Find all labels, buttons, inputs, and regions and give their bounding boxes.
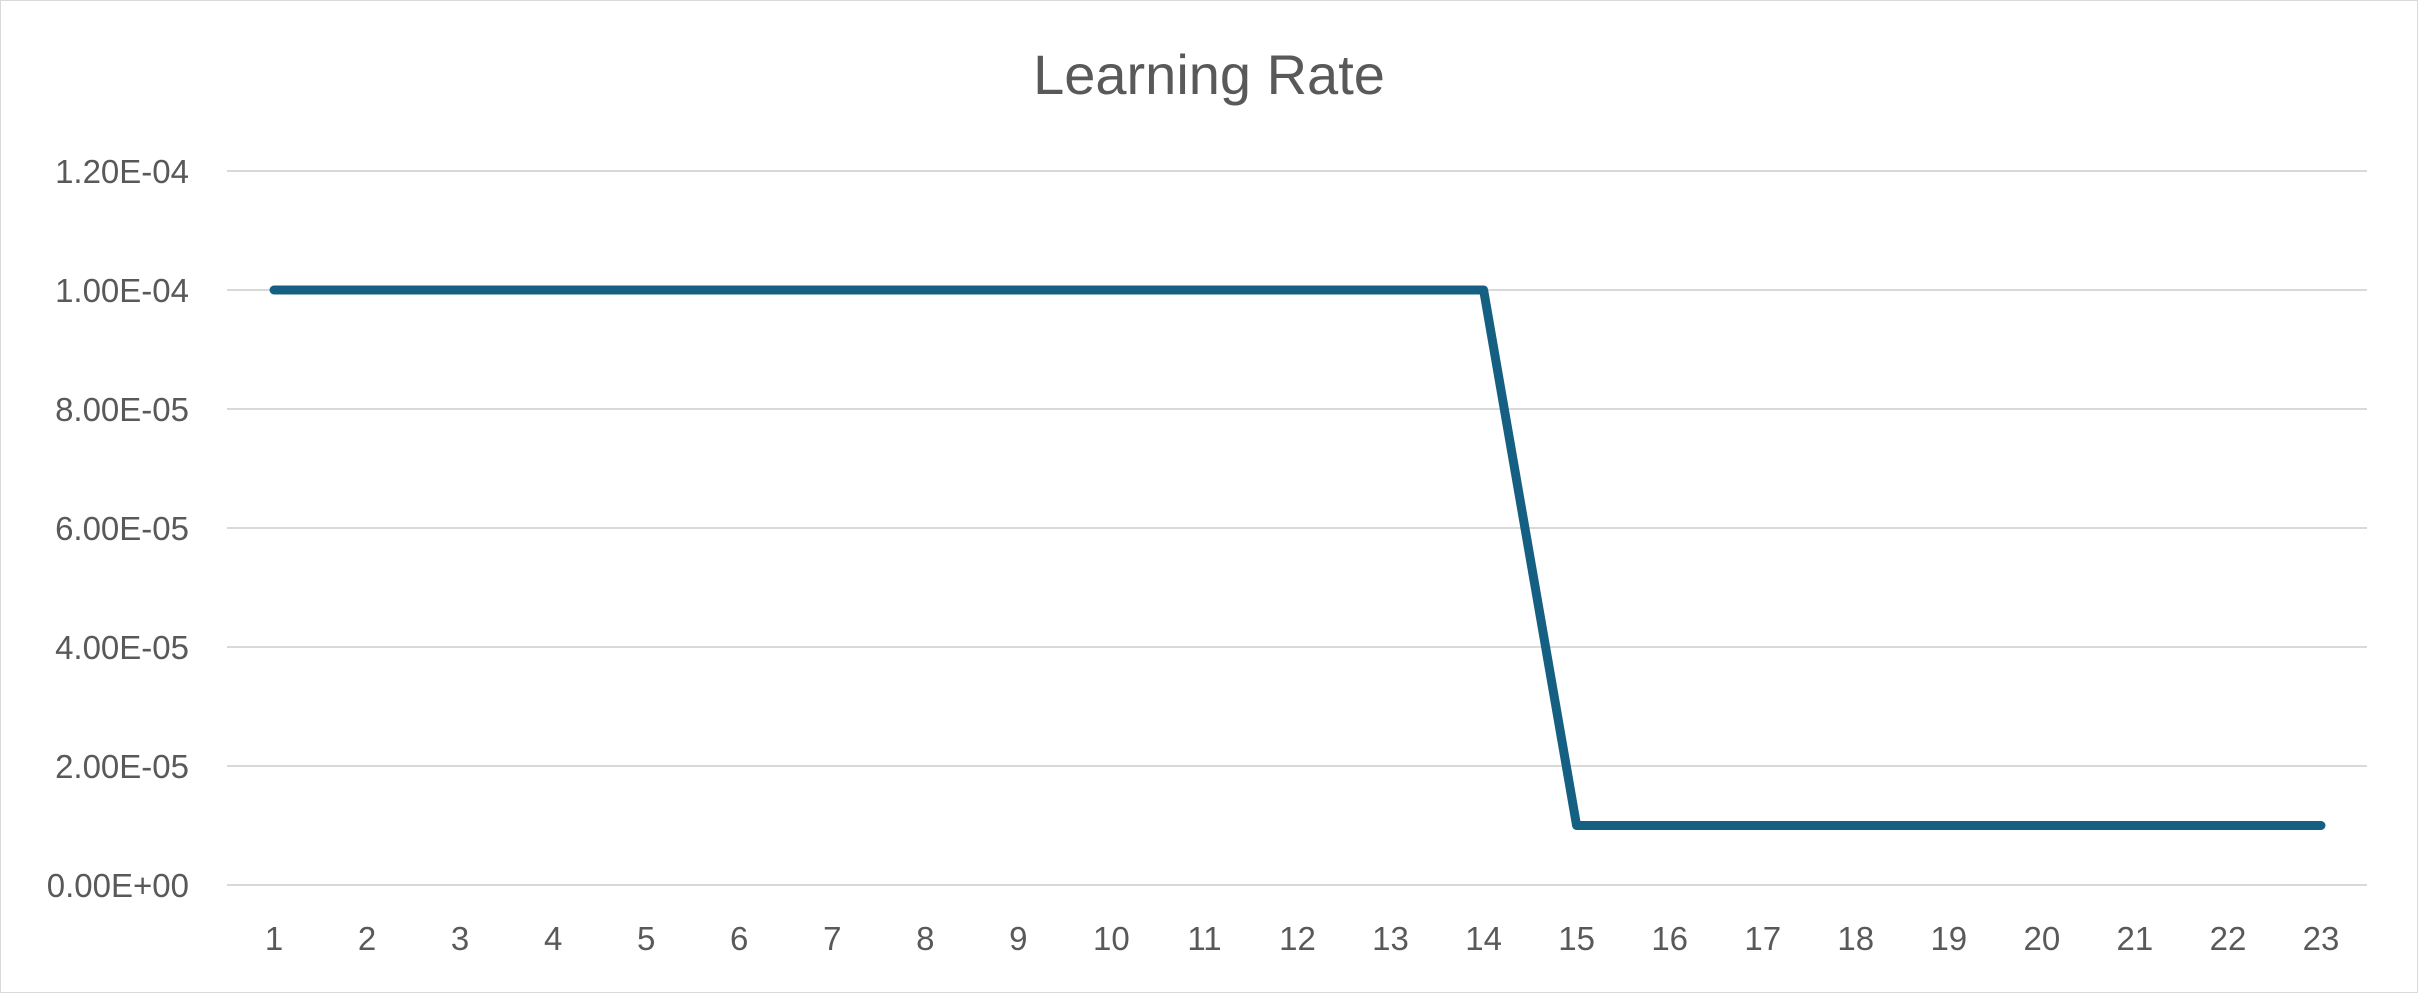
x-tick-label: 6 bbox=[730, 920, 748, 957]
x-tick-label: 13 bbox=[1372, 920, 1409, 957]
x-tick-label: 23 bbox=[2303, 920, 2340, 957]
x-tick-label: 14 bbox=[1465, 920, 1502, 957]
series-line-0 bbox=[269, 285, 2326, 830]
x-tick-label: 1 bbox=[265, 920, 283, 957]
x-tick-label: 21 bbox=[2117, 920, 2154, 957]
chart-title: Learning Rate bbox=[1033, 43, 1385, 106]
y-tick-label: 0.00E+00 bbox=[47, 867, 189, 904]
y-tick-label: 1.00E-04 bbox=[55, 272, 189, 309]
x-tick-label: 12 bbox=[1279, 920, 1316, 957]
x-tick-label: 19 bbox=[1930, 920, 1967, 957]
x-tick-label: 3 bbox=[451, 920, 469, 957]
x-tick-label: 9 bbox=[1009, 920, 1027, 957]
x-tick-label: 17 bbox=[1744, 920, 1781, 957]
y-tick-label: 2.00E-05 bbox=[55, 748, 189, 785]
x-tick-label: 15 bbox=[1558, 920, 1595, 957]
x-tick-label: 10 bbox=[1093, 920, 1130, 957]
x-tick-label: 5 bbox=[637, 920, 655, 957]
x-tick-label: 22 bbox=[2210, 920, 2247, 957]
x-tick-label: 16 bbox=[1651, 920, 1688, 957]
x-axis-tick-labels: 1 2 3 4 5 6 7 8 9 10 11 12 13 14 15 16 17 18 19 20 21 22 23 bbox=[265, 920, 2340, 957]
y-axis-tick-labels: 0.00E+00 2.00E-05 4.00E-05 6.00E-05 8.00E-05… bbox=[47, 153, 189, 904]
y-tick-label: 6.00E-05 bbox=[55, 510, 189, 547]
x-tick-label: 11 bbox=[1187, 920, 1221, 957]
x-tick-label: 7 bbox=[823, 920, 841, 957]
gridlines bbox=[227, 170, 2367, 886]
y-tick-label: 1.20E-04 bbox=[55, 153, 189, 190]
x-tick-label: 8 bbox=[916, 920, 934, 957]
y-tick-label: 4.00E-05 bbox=[55, 629, 189, 666]
x-tick-label: 2 bbox=[358, 920, 376, 957]
x-tick-label: 18 bbox=[1837, 920, 1874, 957]
series-layer bbox=[269, 285, 2326, 830]
x-tick-label: 4 bbox=[544, 920, 562, 957]
y-tick-label: 8.00E-05 bbox=[55, 391, 189, 428]
x-tick-label: 20 bbox=[2024, 920, 2061, 957]
